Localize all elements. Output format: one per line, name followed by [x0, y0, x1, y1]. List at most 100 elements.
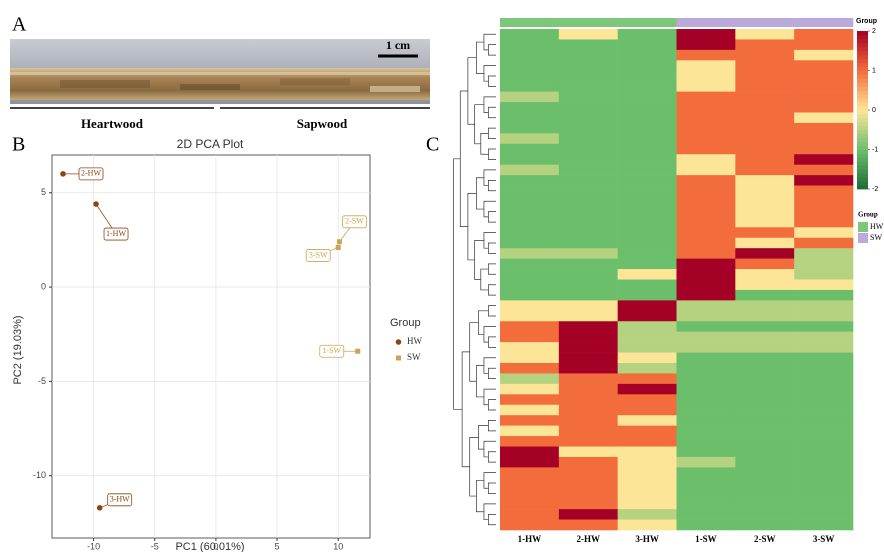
- dendrogram-branch: [488, 368, 496, 378]
- heatmap-cell: [559, 248, 618, 259]
- dendrogram-branch: [478, 311, 488, 334]
- legend-label: HW: [407, 336, 422, 346]
- heatmap-cell: [618, 238, 677, 249]
- colorbar-segment: [857, 55, 868, 59]
- heatmap-cell: [559, 81, 618, 92]
- dendrogram-branch: [488, 243, 496, 253]
- heatmap-cell: [794, 353, 853, 364]
- heatmap-cell: [735, 71, 794, 82]
- heatmap-cell: [618, 269, 677, 280]
- heatmap-cell: [559, 488, 618, 499]
- heatmap-cell: [618, 363, 677, 374]
- heatmap-cell: [500, 488, 559, 499]
- heatmap-cell: [794, 321, 853, 332]
- heatmap-cell: [559, 217, 618, 228]
- heatmap-cell: [735, 81, 794, 92]
- heatmap-cell: [500, 426, 559, 437]
- heatmap-cell: [500, 29, 559, 40]
- dendrogram-branch: [488, 306, 496, 316]
- heatmap-cell: [500, 123, 559, 134]
- colorbar-label: 1: [872, 67, 876, 74]
- dendrogram-branch: [488, 400, 496, 410]
- dendrogram-branch: [488, 483, 496, 493]
- dendrogram-branch: [484, 170, 496, 186]
- heatmap-cell: [559, 123, 618, 134]
- heatmap-cell: [794, 259, 853, 270]
- colorbar-segment: [857, 90, 868, 94]
- heatmap-cell: [500, 196, 559, 207]
- colorbar-segment: [857, 39, 868, 43]
- dendrogram-branch: [488, 149, 496, 159]
- heatmap-cell: [794, 71, 853, 82]
- heatmap-cell: [500, 50, 559, 61]
- annotation-cell: [618, 18, 677, 27]
- heatmap-cell: [735, 426, 794, 437]
- heatmap-cell: [735, 238, 794, 249]
- heatmap-cell: [735, 259, 794, 270]
- heatmap-cell: [618, 300, 677, 311]
- legend-marker: [396, 339, 402, 345]
- chart-title: 2D PCA Plot: [177, 137, 244, 151]
- dendrogram-branch: [484, 233, 496, 249]
- heatmap-cell: [735, 102, 794, 113]
- legend-label: SW: [870, 233, 882, 242]
- dendrogram-branch: [484, 441, 496, 457]
- colorbar-segment: [857, 138, 868, 142]
- legend-swatch: [858, 222, 868, 232]
- annotation-cell: [559, 18, 618, 27]
- heatmap-cell: [618, 520, 677, 531]
- heatmap-cell: [677, 457, 736, 468]
- dendrogram-branch: [488, 514, 496, 524]
- x-tick-label: 5: [275, 541, 280, 551]
- colorbar-segment: [857, 114, 868, 118]
- y-axis-label: PC2 (19.03%): [12, 315, 24, 384]
- heatmap-cell: [735, 227, 794, 238]
- heatmap-cell: [500, 353, 559, 364]
- heatmap-cell: [618, 144, 677, 155]
- heatmap-cell: [794, 123, 853, 134]
- heatmap-cell: [794, 175, 853, 186]
- dendrogram-branch: [478, 426, 488, 449]
- x-tick-label: 2-HW: [577, 534, 601, 544]
- heatmap-cell: [677, 133, 736, 144]
- y-tick-label: 5: [41, 187, 46, 197]
- heatmap-cell: [794, 113, 853, 124]
- heatmap-cell: [618, 342, 677, 353]
- point: [337, 239, 342, 244]
- annotation-cell: [677, 18, 736, 27]
- heatmap-cell: [735, 92, 794, 103]
- heatmap-cell: [559, 457, 618, 468]
- heatmap-cell: [500, 113, 559, 124]
- heatmap-cell: [735, 144, 794, 155]
- colorbar-label: -1: [872, 146, 878, 153]
- dendrogram-branch: [488, 337, 496, 347]
- heatmap-cell: [618, 113, 677, 124]
- heatmap-cell: [500, 520, 559, 531]
- colorbar-segment: [857, 35, 868, 39]
- heatmap-cell: [618, 426, 677, 437]
- heatmap-cell: [794, 467, 853, 478]
- colorbar-segment: [857, 126, 868, 130]
- heatmap-cell: [618, 488, 677, 499]
- heatmap-cell: [618, 248, 677, 259]
- heatmap-cell: [677, 520, 736, 531]
- heatmap-cell: [559, 478, 618, 489]
- heatmap-cell: [500, 144, 559, 155]
- point: [60, 171, 66, 177]
- heatmap-cell: [735, 384, 794, 395]
- heatmap-cell: [677, 363, 736, 374]
- heatmap-cell: [500, 457, 559, 468]
- heatmap-cell: [559, 353, 618, 364]
- dendrogram-branch: [476, 480, 484, 511]
- dendrogram-branch: [488, 212, 496, 222]
- heatmap-cell: [677, 206, 736, 217]
- dendrogram: [454, 34, 496, 525]
- heatmap-cell: [677, 259, 736, 270]
- heatmap-cell: [618, 133, 677, 144]
- heatmap-cell: [500, 436, 559, 447]
- heatmap-cell: [618, 436, 677, 447]
- heatmap-cell: [794, 154, 853, 165]
- heatmap-cell: [794, 186, 853, 197]
- heatmap-cell: [618, 353, 677, 364]
- heatmap-cell: [735, 133, 794, 144]
